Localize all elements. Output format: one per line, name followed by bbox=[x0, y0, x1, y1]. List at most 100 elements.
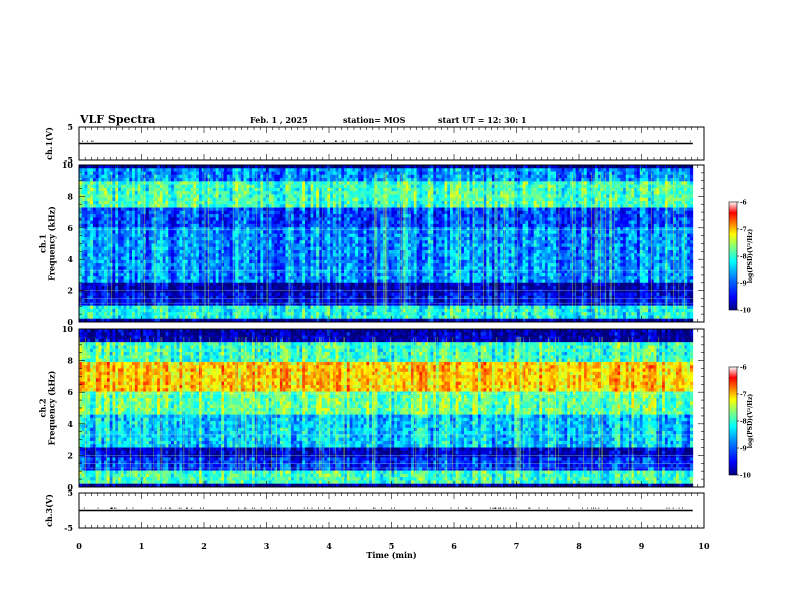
spectrogram-cell bbox=[285, 208, 288, 212]
spectrogram-cell bbox=[500, 227, 503, 231]
spectrogram-cell bbox=[464, 168, 467, 172]
spectrogram-cell bbox=[263, 172, 266, 176]
spectrogram-cell bbox=[545, 198, 548, 202]
spectrogram-cell bbox=[112, 178, 115, 182]
spectrogram-cell bbox=[82, 217, 85, 221]
spectrogram-cell bbox=[285, 191, 288, 195]
spectrogram-cell bbox=[118, 227, 121, 231]
spectrogram-cell bbox=[458, 227, 461, 231]
spectrogram-cell bbox=[559, 198, 562, 202]
spectrogram-cell bbox=[249, 175, 252, 179]
spectrogram-cell bbox=[252, 175, 255, 179]
spectrogram-cell bbox=[503, 230, 506, 234]
spectrogram-cell bbox=[271, 221, 274, 225]
spectrogram-cell bbox=[149, 165, 152, 169]
spectrogram-cell bbox=[690, 181, 693, 185]
spectrogram-cell bbox=[458, 181, 461, 185]
spectrogram-cell bbox=[369, 230, 372, 234]
spectrogram-cell bbox=[587, 181, 590, 185]
spectrogram-cell bbox=[590, 168, 593, 172]
spectrogram-cell bbox=[442, 165, 445, 169]
spectrogram-cell bbox=[333, 168, 336, 172]
spectrogram-cell bbox=[389, 211, 392, 215]
spectrogram-cell bbox=[99, 194, 102, 198]
spectrogram-cell bbox=[96, 191, 99, 195]
spectrogram-cell bbox=[564, 194, 567, 198]
spectrogram-cell bbox=[464, 227, 467, 231]
spectrogram-cell bbox=[422, 208, 425, 212]
spectrogram-cell bbox=[126, 188, 129, 192]
spectrogram-cell bbox=[620, 172, 623, 176]
spectrogram-cell bbox=[207, 214, 210, 218]
spectrogram-cell bbox=[645, 175, 648, 179]
spectrogram-cell bbox=[258, 234, 261, 238]
spectrogram-cell bbox=[548, 165, 551, 169]
spectrogram-cell bbox=[344, 201, 347, 205]
spectrogram-cell bbox=[500, 208, 503, 212]
spectrogram-cell bbox=[394, 175, 397, 179]
spectrogram-cell bbox=[277, 198, 280, 202]
spectrogram-cell bbox=[154, 185, 157, 189]
spectrogram-cell bbox=[637, 208, 640, 212]
spectrogram-cell bbox=[297, 178, 300, 182]
spectrogram-cell bbox=[606, 165, 609, 169]
spectrogram-cell bbox=[545, 181, 548, 185]
spectrogram-cell bbox=[444, 204, 447, 208]
spectrogram-cell bbox=[684, 201, 687, 205]
spectrogram-cell bbox=[433, 191, 436, 195]
spectrogram-cell bbox=[366, 230, 369, 234]
spectrogram-cell bbox=[285, 165, 288, 169]
spectrogram-cell bbox=[277, 201, 280, 205]
spectrogram-cell bbox=[523, 172, 526, 176]
spectrogram-cell bbox=[414, 191, 417, 195]
spectrogram-cell bbox=[668, 198, 671, 202]
spectrogram-cell bbox=[126, 208, 129, 212]
spectrogram-cell bbox=[514, 224, 517, 228]
spectrogram-cell bbox=[121, 198, 124, 202]
spectrogram-cell bbox=[581, 165, 584, 169]
spectrogram-cell bbox=[99, 191, 102, 195]
spectrogram-cell bbox=[126, 230, 129, 234]
spectrogram-cell bbox=[297, 194, 300, 198]
spectrogram-cell bbox=[224, 208, 227, 212]
spectrogram-cell bbox=[333, 175, 336, 179]
spectrogram-cell bbox=[210, 211, 213, 215]
spectrogram-cell bbox=[93, 181, 96, 185]
spectrogram-cell bbox=[93, 198, 96, 202]
spectrogram-cell bbox=[305, 208, 308, 212]
spectrogram-cell bbox=[177, 178, 180, 182]
spectrogram-cell bbox=[87, 204, 90, 208]
spectrogram-cell bbox=[584, 204, 587, 208]
spectrogram-cell bbox=[659, 175, 662, 179]
spectrogram-cell bbox=[417, 227, 420, 231]
spectrogram-cell bbox=[112, 234, 115, 238]
spectrogram-cell bbox=[411, 168, 414, 172]
spectrogram-cell bbox=[656, 165, 659, 169]
spectrogram-cell bbox=[659, 208, 662, 212]
spectrogram-cell bbox=[230, 230, 233, 234]
spectrogram-cell bbox=[227, 221, 230, 225]
spectrogram-cell bbox=[154, 214, 157, 218]
spectrogram-cell bbox=[640, 188, 643, 192]
spectrogram-cell bbox=[179, 208, 182, 212]
spectrogram-cell bbox=[659, 194, 662, 198]
spectrogram-cell bbox=[665, 217, 668, 221]
spectrogram-cell bbox=[687, 224, 690, 228]
spectrogram-cell bbox=[99, 230, 102, 234]
spectrogram-cell bbox=[207, 178, 210, 182]
spectrogram-cell bbox=[564, 178, 567, 182]
spectrogram-cell bbox=[213, 211, 216, 215]
spectrogram-cell bbox=[656, 168, 659, 172]
spectrogram-cell bbox=[341, 198, 344, 202]
spectrogram-cell bbox=[207, 234, 210, 238]
spectrogram-cell bbox=[241, 198, 244, 202]
spectrogram-cell bbox=[258, 178, 261, 182]
spectrogram-cell bbox=[218, 165, 221, 169]
spectrogram-cell bbox=[168, 230, 171, 234]
spectrogram-cell bbox=[196, 211, 199, 215]
spectrogram-cell bbox=[542, 217, 545, 221]
spectrogram-cell bbox=[564, 227, 567, 231]
spectrogram-cell bbox=[129, 198, 132, 202]
spectrogram-cell bbox=[157, 217, 160, 221]
spectrogram-cell bbox=[232, 214, 235, 218]
